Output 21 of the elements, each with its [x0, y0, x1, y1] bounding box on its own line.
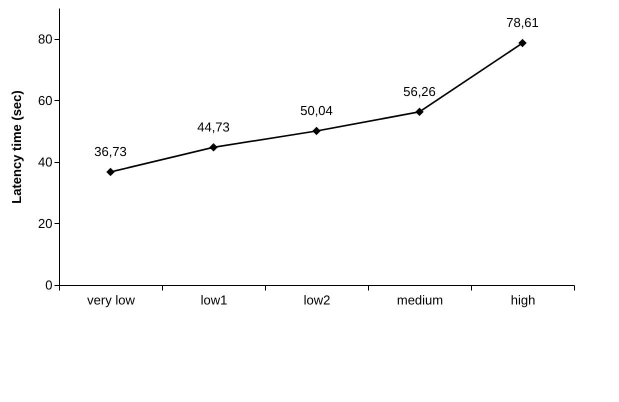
- data-label: 36,73: [94, 144, 127, 159]
- point: [312, 126, 321, 136]
- data-label: 50,04: [300, 102, 333, 118]
- y-tick-label: 0: [45, 278, 52, 292]
- point: [518, 38, 527, 48]
- x-tick-label: medium: [396, 292, 444, 308]
- y-tick-label: 60: [38, 92, 52, 108]
- data-label: 44,73: [197, 119, 230, 134]
- y-tick-label: 20: [38, 216, 52, 231]
- point: [106, 168, 115, 176]
- data-label: 56,26: [403, 84, 436, 99]
- point: [415, 108, 424, 116]
- x-tick-label: very low: [87, 292, 136, 308]
- point: [209, 143, 218, 152]
- x-tick-label: high: [510, 292, 536, 308]
- y-tick-label: 40: [38, 154, 52, 170]
- y-tick-label: 80: [38, 31, 52, 46]
- data-label: 78,61: [506, 15, 539, 30]
- x-tick-label: low2: [304, 292, 330, 308]
- x-tick-label: low1: [200, 292, 228, 308]
- y-axis-title: Latency time (sec): [9, 90, 24, 204]
